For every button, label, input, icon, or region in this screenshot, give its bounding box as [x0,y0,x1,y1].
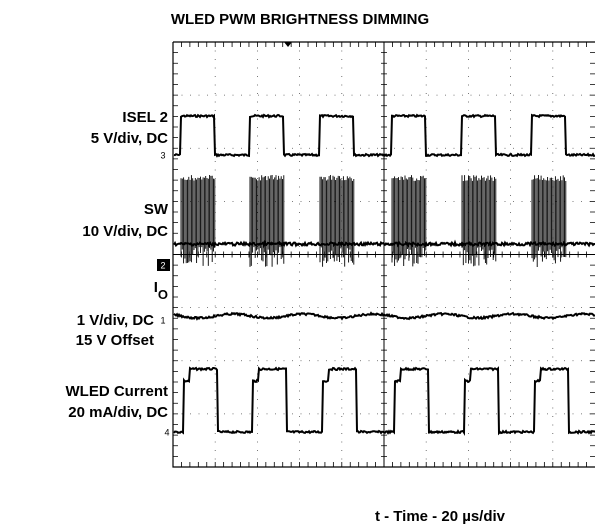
trace [173,239,595,249]
channel-marker: 2 [160,260,165,270]
title: WLED PWM BRIGHTNESS DIMMING [171,11,429,28]
waveforms [173,113,595,436]
channel-marker: 4 [164,427,169,437]
channel-scale: 5 V/div, DC [91,130,168,147]
trigger-marker [284,42,292,47]
channel-name-subscript: O [158,287,168,302]
x-axis-label: t - Time - 20 µs/div [375,508,506,525]
marker-box [157,259,170,271]
switching-bursts [180,175,567,267]
trace [173,366,595,436]
channel-marker: 3 [160,150,165,160]
channel-offset: 15 V Offset [76,332,154,349]
channel-name: ISEL 2 [122,109,168,126]
channel-scale: 1 V/div, DC [77,312,154,329]
trace [173,311,595,321]
channel-scale: 20 mA/div, DC [68,404,168,421]
channel-name: IO [154,279,168,302]
graticule-ticks [172,41,595,468]
trace [173,113,595,158]
channel-marker: 1 [160,315,165,325]
channel-name: SW [144,201,169,218]
channel-name-main: I [154,279,158,296]
channel-scale: 10 V/div, DC [82,223,168,240]
channel-name: WLED Current [66,383,169,400]
